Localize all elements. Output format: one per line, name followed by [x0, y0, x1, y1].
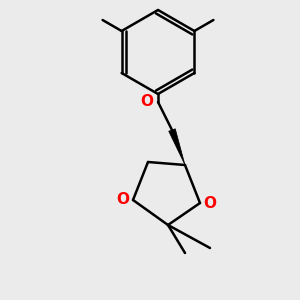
Polygon shape	[169, 129, 185, 165]
Text: O: O	[116, 193, 130, 208]
Text: O: O	[203, 196, 217, 211]
Text: O: O	[140, 94, 154, 110]
